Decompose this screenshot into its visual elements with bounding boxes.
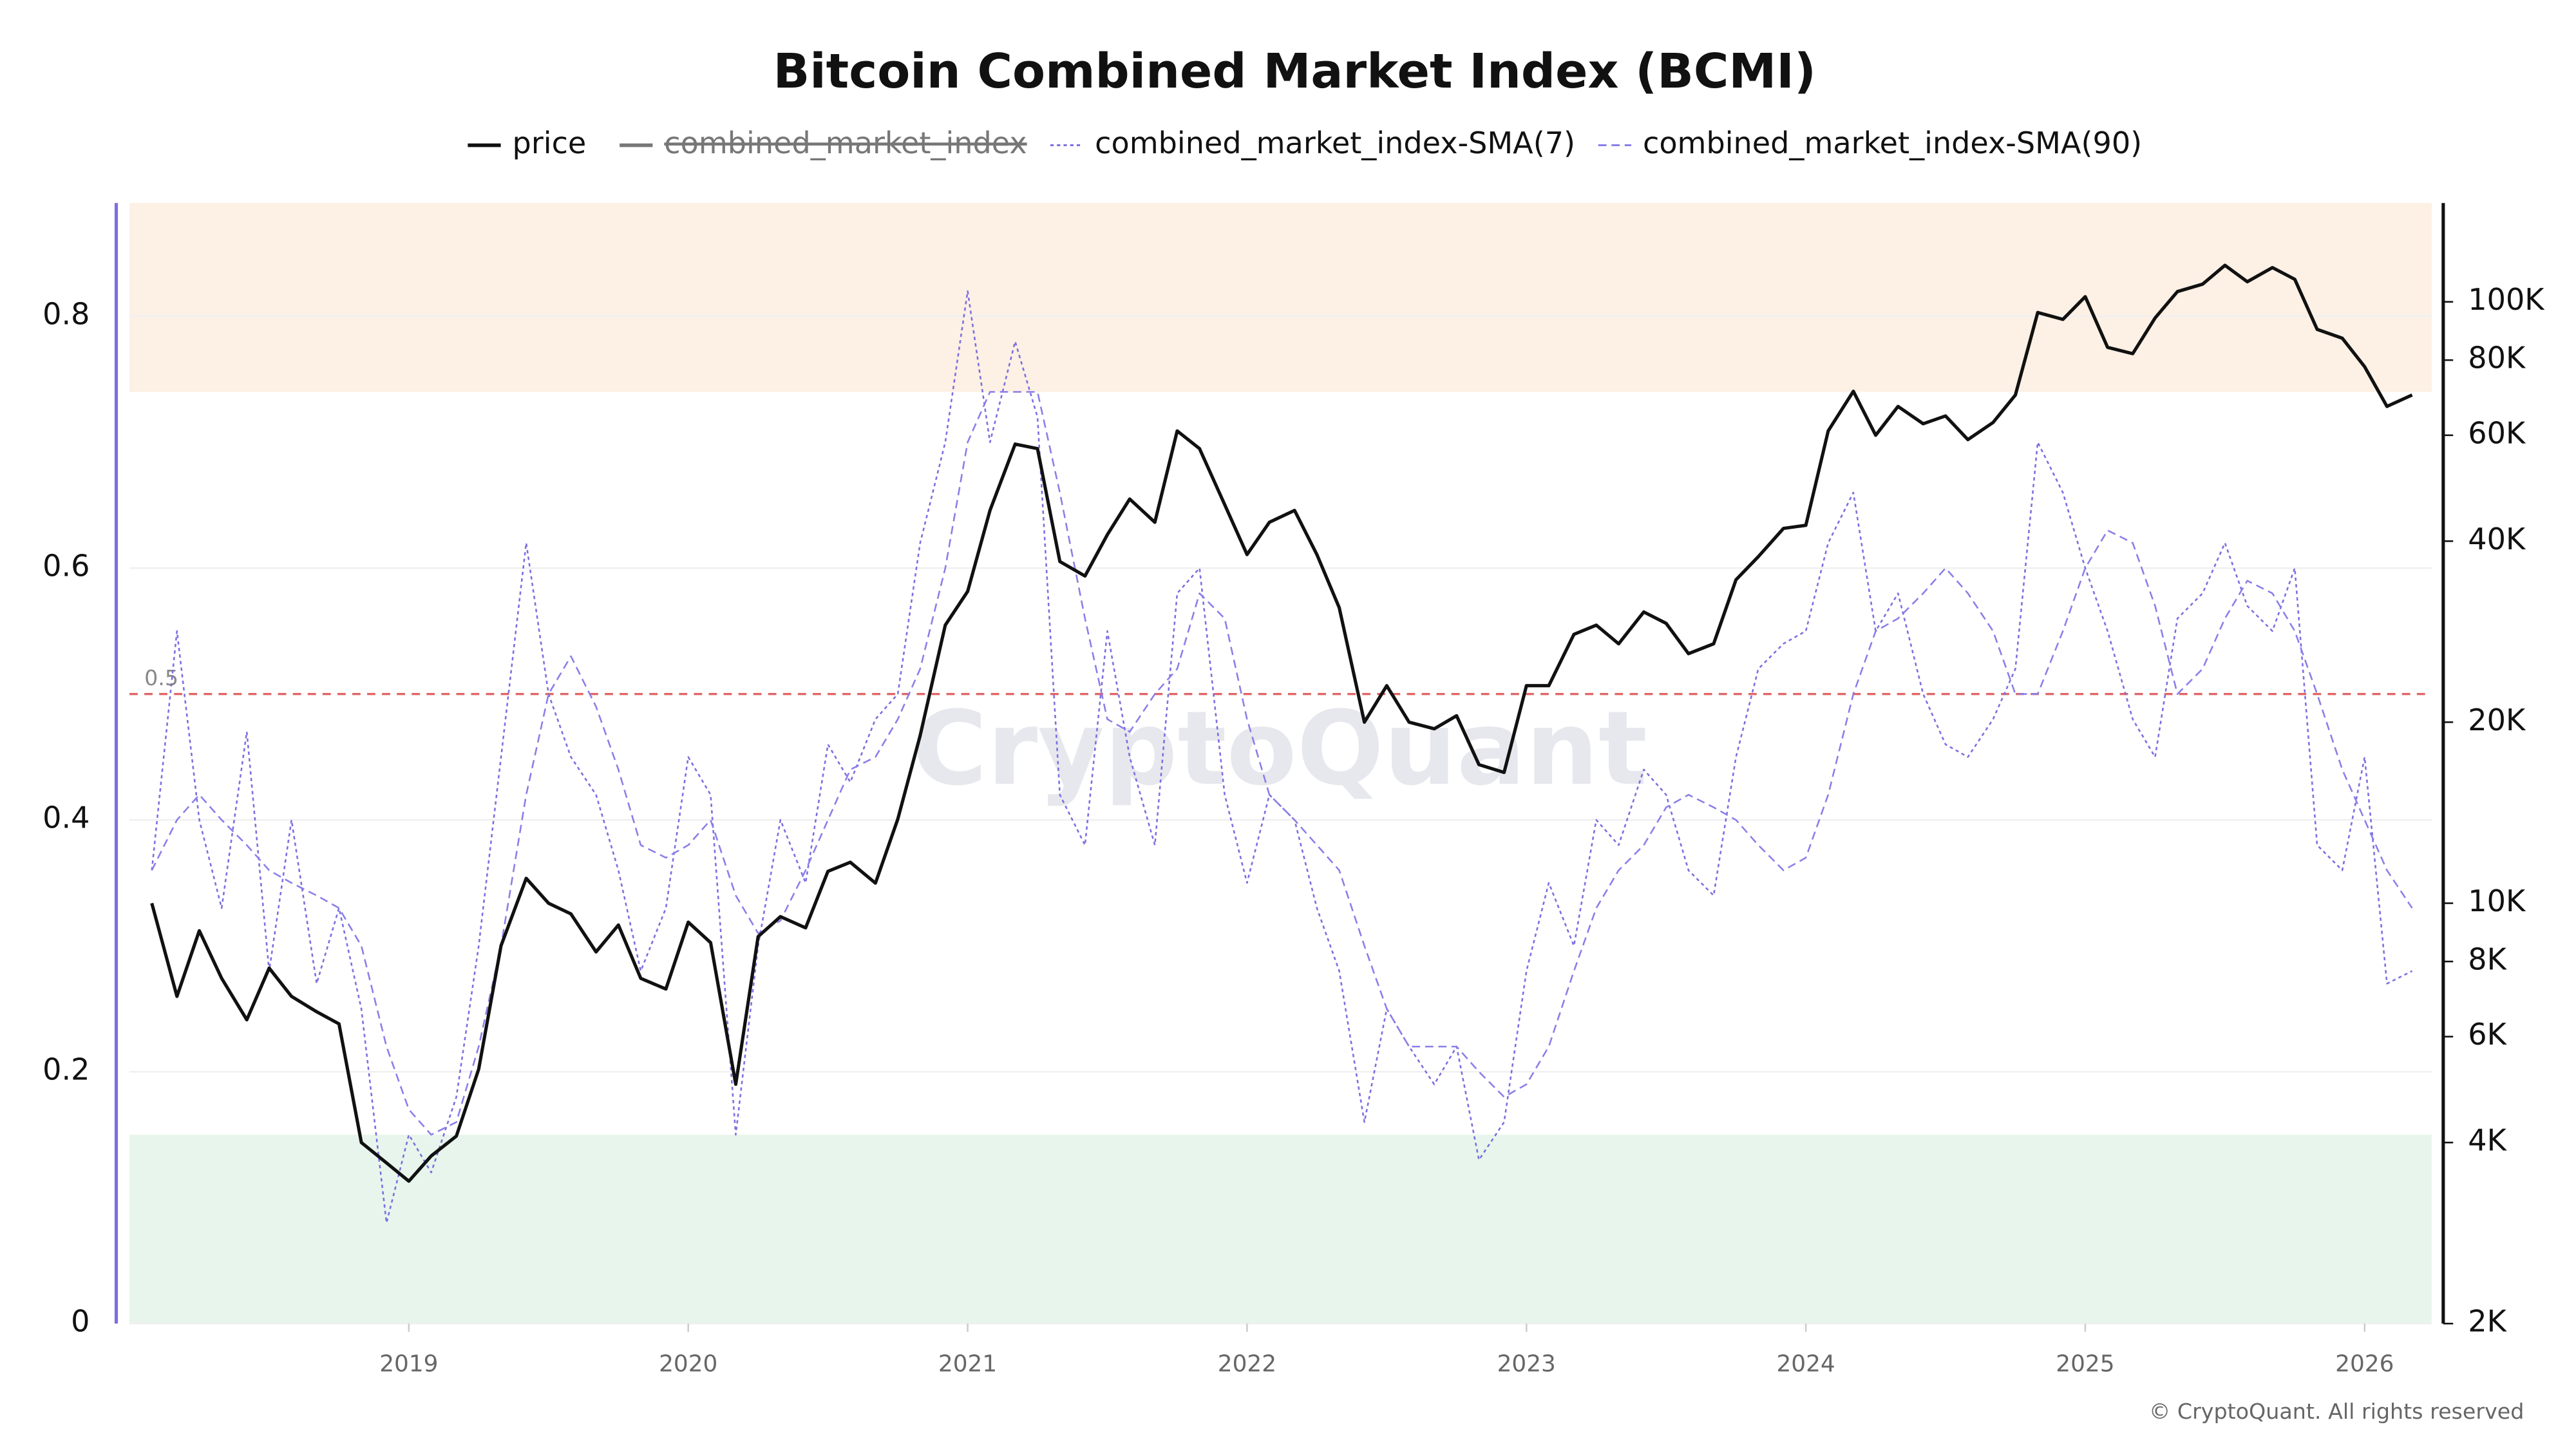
series-line	[151, 290, 2413, 1224]
y2-tick-label: 80K	[2468, 341, 2526, 375]
y-tick-label: 0.6	[43, 549, 90, 583]
y-tick-label: 0.8	[43, 297, 90, 332]
legend-label[interactable]: combined_market_index-SMA(7)	[1095, 126, 1575, 160]
credit: © CryptoQuant. All rights reserved	[2149, 1399, 2524, 1424]
y2-tick-label: 2K	[2468, 1304, 2507, 1339]
y-tick-label: 0	[71, 1304, 90, 1339]
y2-tick-label: 20K	[2468, 703, 2526, 737]
y2-tick-label: 60K	[2468, 415, 2526, 450]
y2-tick-label: 100K	[2468, 282, 2545, 317]
x-tick-label: 2025	[2056, 1350, 2114, 1377]
reference-label: 0.5	[144, 665, 178, 690]
x-tick-label: 2022	[1218, 1350, 1276, 1377]
x-tick-label: 2020	[659, 1350, 717, 1377]
x-tick-label: 2026	[2335, 1350, 2394, 1377]
x-tick-label: 2021	[938, 1350, 997, 1377]
y2-tick-label: 4K	[2468, 1123, 2507, 1158]
y2-tick-label: 10K	[2468, 884, 2526, 918]
legend-label[interactable]: combined_market_index-SMA(90)	[1643, 126, 2142, 160]
series-line	[151, 391, 2413, 1136]
zone-band	[129, 203, 2432, 392]
x-tick-label: 2024	[1776, 1350, 1835, 1377]
y2-tick-label: 8K	[2468, 942, 2507, 977]
watermark: CryptoQuant	[912, 690, 1647, 808]
series-line	[150, 263, 2413, 1183]
y2-tick-label: 6K	[2468, 1017, 2507, 1052]
y-tick-label: 0.4	[43, 800, 90, 835]
legend-label[interactable]: price	[513, 126, 587, 160]
legend-label[interactable]: combined_market_index	[664, 126, 1027, 160]
zone-band	[129, 1134, 2432, 1324]
chart-title: Bitcoin Combined Market Index (BCMI)	[773, 43, 1816, 99]
x-tick-label: 2019	[379, 1350, 438, 1377]
x-tick-label: 2023	[1497, 1350, 1556, 1377]
y-tick-label: 0.2	[43, 1052, 90, 1087]
y2-tick-label: 40K	[2468, 522, 2526, 556]
